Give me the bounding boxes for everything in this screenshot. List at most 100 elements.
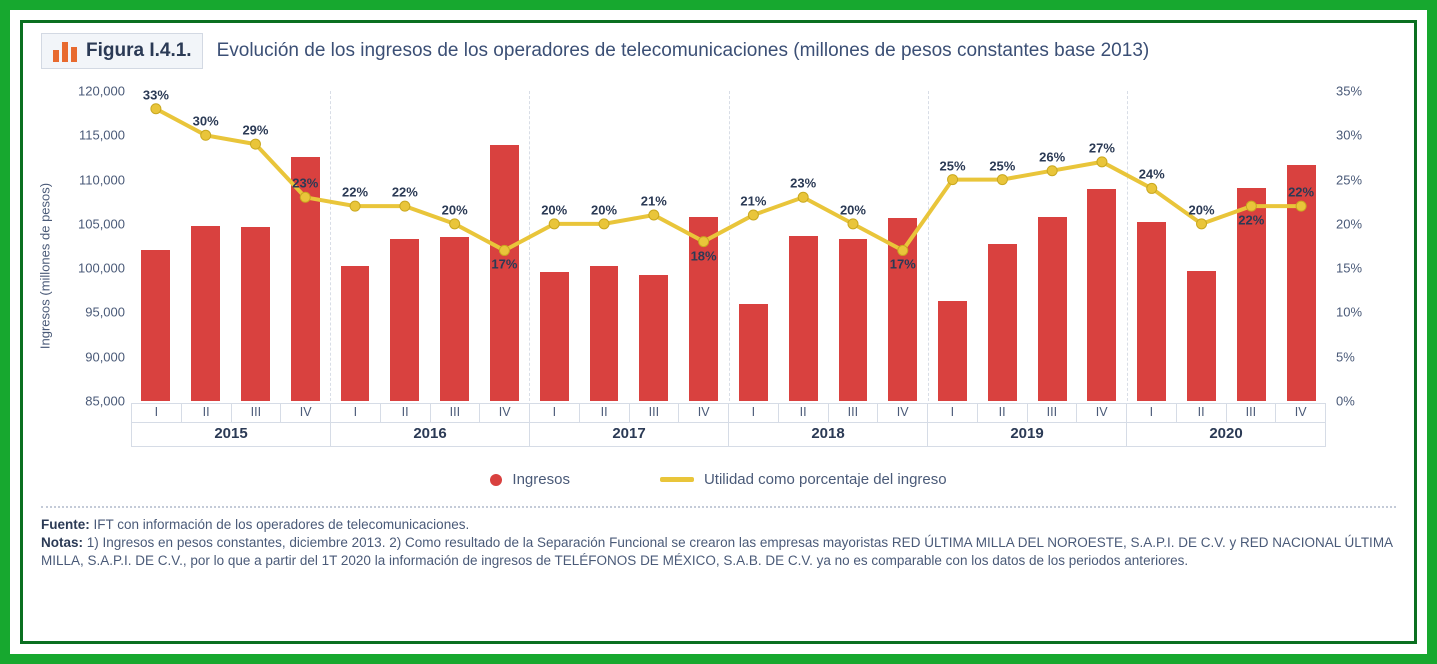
pct-label: 23%	[292, 176, 318, 191]
pct-label: 29%	[242, 123, 268, 138]
figure-title: Evolución de los ingresos de los operado…	[217, 40, 1150, 62]
figure-number: Figura I.4.1.	[86, 40, 192, 62]
y-right-tick: 0%	[1336, 394, 1355, 409]
legend-item-line: Utilidad como porcentaje del ingreso	[660, 471, 947, 488]
x-year-label: 2017	[530, 423, 729, 447]
pct-label: 25%	[989, 158, 1015, 173]
pct-label: 18%	[691, 248, 717, 263]
y-left-tick: 85,000	[85, 394, 125, 409]
x-quarter-label: IV	[679, 403, 729, 423]
y-axis-left-label: Ingresos (millones de pesos)	[38, 183, 53, 349]
x-quarter-label: II	[978, 403, 1028, 423]
y-right-tick: 35%	[1336, 84, 1362, 99]
x-quarter-label: IV	[1077, 403, 1127, 423]
pct-label: 20%	[591, 202, 617, 217]
x-year-label: 2019	[928, 423, 1127, 447]
x-quarter-label: III	[829, 403, 879, 423]
x-quarter-label: IV	[480, 403, 530, 423]
x-axis-quarters: IIIIIIIVIIIIIIIVIIIIIIIVIIIIIIIVIIIIIIIV…	[131, 403, 1326, 423]
notas-text: 1) Ingresos en pesos constantes, diciemb…	[41, 535, 1392, 568]
x-quarter-label: III	[431, 403, 481, 423]
figure-badge: Figura I.4.1.	[41, 33, 203, 69]
pct-label: 22%	[342, 185, 368, 200]
plot-area: 33%30%29%23%22%22%20%17%20%20%21%18%21%2…	[131, 91, 1326, 401]
y-right-tick: 5%	[1336, 349, 1355, 364]
pct-label: 20%	[442, 202, 468, 217]
x-quarter-label: IV	[1276, 403, 1326, 423]
x-quarter-label: III	[630, 403, 680, 423]
chart: Ingresos (millones de pesos) 85,00090,00…	[51, 81, 1386, 451]
legend-bar-label: Ingresos	[512, 471, 570, 488]
x-axis-years: 201520162017201820192020	[131, 423, 1326, 447]
x-quarter-label: I	[729, 403, 779, 423]
pct-label: 23%	[790, 176, 816, 191]
x-quarter-label: II	[779, 403, 829, 423]
legend-item-bars: Ingresos	[490, 471, 570, 488]
fuente-line: Fuente: IFT con información de los opera…	[41, 516, 1396, 534]
notes: Fuente: IFT con información de los opera…	[41, 516, 1396, 571]
x-quarter-label: II	[580, 403, 630, 423]
pct-label: 20%	[541, 202, 567, 217]
pct-label: 20%	[840, 202, 866, 217]
x-quarter-label: II	[381, 403, 431, 423]
y-axis-right-ticks: 0%5%10%15%20%25%30%35%	[1336, 91, 1386, 401]
pct-label: 25%	[940, 158, 966, 173]
pct-labels-layer: 33%30%29%23%22%22%20%17%20%20%21%18%21%2…	[131, 91, 1326, 401]
pct-label: 26%	[1039, 149, 1065, 164]
y-right-tick: 10%	[1336, 305, 1362, 320]
pct-label: 33%	[143, 87, 169, 102]
legend-line-icon	[660, 477, 694, 482]
y-left-tick: 115,000	[79, 128, 125, 143]
pct-label: 20%	[1189, 202, 1215, 217]
x-quarter-label: I	[1127, 403, 1177, 423]
pct-label: 27%	[1089, 140, 1115, 155]
pct-label: 24%	[1139, 167, 1165, 182]
inner-frame: Figura I.4.1. Evolución de los ingresos …	[20, 20, 1417, 644]
y-right-tick: 20%	[1336, 216, 1362, 231]
x-quarter-label: II	[1177, 403, 1227, 423]
pct-label: 22%	[1288, 185, 1314, 200]
x-year-label: 2015	[131, 423, 331, 447]
y-left-tick: 105,000	[78, 216, 125, 231]
y-left-tick: 120,000	[78, 84, 125, 99]
bar-chart-icon	[52, 40, 78, 62]
pct-label: 17%	[890, 257, 916, 272]
pct-label: 22%	[1238, 213, 1264, 228]
pct-label: 21%	[641, 194, 667, 209]
x-year-label: 2020	[1127, 423, 1326, 447]
legend-line-label: Utilidad como porcentaje del ingreso	[704, 471, 947, 488]
fuente-label: Fuente:	[41, 517, 90, 532]
x-quarter-label: I	[131, 403, 182, 423]
legend-dot-icon	[490, 474, 502, 486]
y-right-tick: 25%	[1336, 172, 1362, 187]
x-quarter-label: IV	[281, 403, 331, 423]
x-quarter-label: III	[1028, 403, 1078, 423]
pct-label: 30%	[193, 114, 219, 129]
x-quarter-label: I	[530, 403, 580, 423]
x-quarter-label: I	[331, 403, 381, 423]
x-quarter-label: III	[1227, 403, 1277, 423]
y-left-tick: 90,000	[85, 349, 125, 364]
legend: Ingresos Utilidad como porcentaje del in…	[41, 471, 1396, 488]
x-axis: IIIIIIIVIIIIIIIVIIIIIIIVIIIIIIIVIIIIIIIV…	[131, 401, 1326, 451]
fuente-text: IFT con información de los operadores de…	[90, 517, 469, 532]
notas-line: Notas: 1) Ingresos en pesos constantes, …	[41, 534, 1396, 570]
pct-label: 17%	[491, 257, 517, 272]
y-right-tick: 30%	[1336, 128, 1362, 143]
outer-frame: Figura I.4.1. Evolución de los ingresos …	[0, 0, 1437, 664]
x-quarter-label: II	[182, 403, 232, 423]
separator	[41, 506, 1396, 508]
y-left-tick: 110,000	[79, 172, 125, 187]
y-left-tick: 95,000	[85, 305, 125, 320]
pct-label: 22%	[392, 185, 418, 200]
figure-header: Figura I.4.1. Evolución de los ingresos …	[41, 33, 1396, 69]
x-quarter-label: I	[928, 403, 978, 423]
y-axis-left-ticks: 85,00090,00095,000100,000105,000110,0001…	[55, 91, 125, 401]
x-quarter-label: III	[232, 403, 282, 423]
y-left-tick: 100,000	[78, 261, 125, 276]
notas-label: Notas:	[41, 535, 83, 550]
x-quarter-label: IV	[878, 403, 928, 423]
x-year-label: 2016	[331, 423, 530, 447]
y-right-tick: 15%	[1336, 261, 1362, 276]
pct-label: 21%	[740, 194, 766, 209]
